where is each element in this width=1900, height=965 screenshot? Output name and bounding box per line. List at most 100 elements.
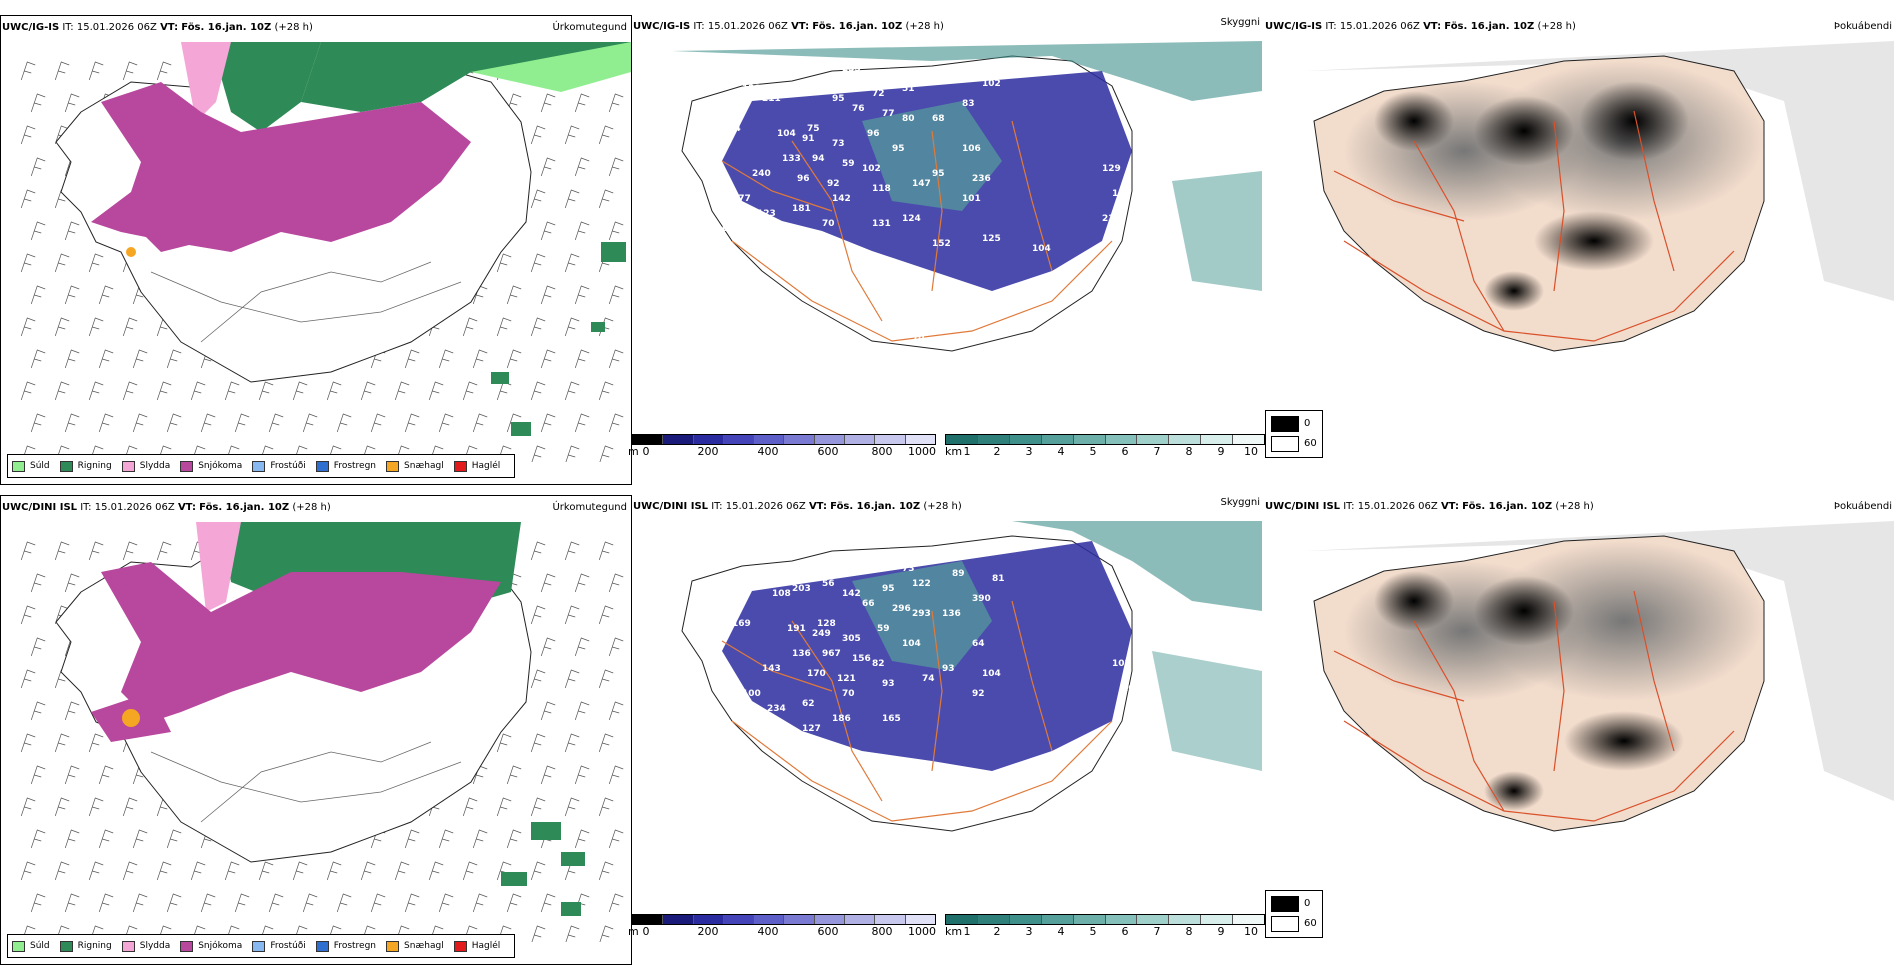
cloud-base-value: 137 xyxy=(692,84,711,94)
wind-barb xyxy=(64,701,80,721)
wind-barb xyxy=(574,413,590,433)
cloud-base-value: 83 xyxy=(962,99,975,109)
wind-barb xyxy=(530,797,546,817)
wind-barb xyxy=(462,381,478,401)
wind-barb xyxy=(564,797,580,817)
precip-legend: Súld Rigning Slydda Snjókoma Frostúði Fr… xyxy=(7,454,516,478)
wind-barb xyxy=(608,765,624,785)
precip-panel-bottom: UWC/DINI ISL IT: 15.01.2026 06Z VT: Fös.… xyxy=(0,495,632,965)
panel-title: UWC/IG-IS IT: 15.01.2026 06Z VT: Fös. 16… xyxy=(1265,21,1576,32)
tick-label: 600 xyxy=(817,445,839,458)
wind-barb xyxy=(598,381,614,401)
cloud-base-value: 70 xyxy=(842,689,855,699)
cloud-base-value: 142 xyxy=(842,589,861,599)
wind-barb xyxy=(156,541,172,561)
wind-barb xyxy=(438,349,454,369)
wind-barb xyxy=(54,861,70,881)
wind-barb xyxy=(30,285,46,305)
wind-barb xyxy=(30,157,46,177)
wind-barb xyxy=(122,861,138,881)
wind-barb xyxy=(64,93,80,113)
cloud-base-value: 140 xyxy=(852,559,871,569)
cloud-base-value: 71 xyxy=(832,249,845,259)
wind-barb xyxy=(64,221,80,241)
wind-barb xyxy=(156,61,172,81)
wind-barb xyxy=(326,381,342,401)
wind-barb xyxy=(404,349,420,369)
wind-barb xyxy=(472,893,488,913)
wind-barb xyxy=(88,733,104,753)
wind-barb xyxy=(268,413,284,433)
wind-barb xyxy=(540,221,556,241)
wind-barb xyxy=(506,893,522,913)
cloud-base-value: 191 xyxy=(787,624,806,634)
wind-barb xyxy=(599,925,614,942)
unit-label: km xyxy=(945,445,963,458)
wind-barb xyxy=(54,733,70,753)
cloud-base-value: 147 xyxy=(862,264,881,274)
cloud-base-value: 59 xyxy=(877,624,890,634)
wind-barb xyxy=(30,93,46,113)
cloud-base-value: 121 xyxy=(837,674,856,684)
cloud-base-value: 237 xyxy=(1102,214,1121,224)
wind-barb xyxy=(438,893,454,913)
panel-name: Þokuábendi xyxy=(1833,501,1892,512)
wind-barb xyxy=(574,221,590,241)
wind-barb xyxy=(20,61,36,81)
wind-barb xyxy=(20,189,36,209)
cloud-base-value: 177 xyxy=(732,194,751,204)
wind-barb xyxy=(292,861,308,881)
cloud-base-value: 234 xyxy=(767,704,786,714)
wind-barb xyxy=(531,925,546,942)
tick-label: 5 xyxy=(1089,445,1097,458)
cloud-base-value: 169 xyxy=(732,619,751,629)
wind-barb xyxy=(190,381,206,401)
legend-item: Slydda xyxy=(121,460,170,472)
wind-barb xyxy=(64,413,80,433)
wind-barb xyxy=(132,893,148,913)
panel-title: UWC/DINI ISL IT: 15.01.2026 06Z VT: Fös.… xyxy=(633,501,962,512)
wind-barb xyxy=(564,125,580,145)
cloud-base-value: 56 xyxy=(822,579,835,589)
wind-barb xyxy=(224,381,240,401)
cloud-base-bar xyxy=(632,434,936,445)
wind-barb xyxy=(574,701,590,721)
wind-barb xyxy=(496,733,512,753)
tick-label: 400 xyxy=(757,445,779,458)
wind-barb xyxy=(496,253,512,273)
wind-barb xyxy=(64,829,80,849)
cloud-base-value: 104 xyxy=(982,669,1001,679)
wind-barb xyxy=(88,381,104,401)
wind-barb xyxy=(132,349,148,369)
cloud-base-value: 143 xyxy=(762,664,781,674)
cloud-base-value: 104 xyxy=(777,129,796,139)
wind-barb xyxy=(166,893,182,913)
cloud-base-colorbar-bottom: m 0 200 400 600 800 1000 xyxy=(628,914,942,938)
cloud-base-value: 211 xyxy=(762,94,781,104)
cloud-base-value: 165 xyxy=(882,714,901,724)
cloud-base-value: 122 xyxy=(912,579,931,589)
cloud-base-value: 181 xyxy=(712,104,731,114)
wind-barb xyxy=(360,861,376,881)
visibility-colorbar-top: km 1 2 3 4 5 6 7 8 9 10 xyxy=(945,434,1265,458)
wind-barb xyxy=(438,413,454,433)
cloud-base-value: 161 xyxy=(892,69,911,79)
cloud-base-value: 73 xyxy=(902,564,915,574)
wind-barb xyxy=(54,381,70,401)
tick-label: 10 xyxy=(1244,925,1258,938)
fog-legend-bottom: 0 60 xyxy=(1265,890,1323,938)
panel-name: Skyggni xyxy=(1220,497,1260,508)
wind-barb xyxy=(98,893,114,913)
cloud-base-value: 249 xyxy=(812,629,831,639)
wind-barb xyxy=(302,893,318,913)
cloud-base-value: 181 xyxy=(792,204,811,214)
wind-barb xyxy=(564,317,580,337)
wind-barb xyxy=(540,573,556,593)
tick-label: 800 xyxy=(871,445,893,458)
wind-barb xyxy=(564,733,580,753)
wind-barb xyxy=(98,285,114,305)
cloud-base-value: 82 xyxy=(872,659,885,669)
cloud-base-value: 73 xyxy=(832,139,845,149)
wind-barb xyxy=(360,381,376,401)
legend-item: Rigning xyxy=(59,460,112,472)
